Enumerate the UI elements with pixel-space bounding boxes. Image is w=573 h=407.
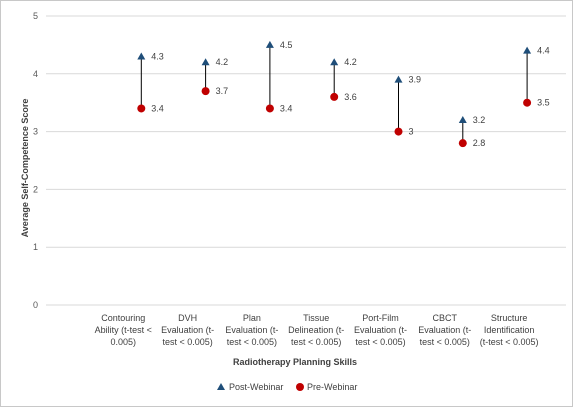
post-webinar-data-label: 4.5: [280, 40, 293, 50]
pre-webinar-point: [137, 104, 146, 113]
pre-webinar-data-label: 3.6: [344, 92, 357, 102]
post-webinar-point: [201, 58, 210, 66]
category-label: Port-Film Evaluation (t-test < 0.005): [354, 313, 407, 347]
pre-webinar-point: [330, 92, 339, 101]
pre-webinar-point: [523, 98, 532, 107]
y-axis-title: Average Self-Competence Score: [20, 99, 30, 238]
category-labels: Contouring Ability (t-test <0.005) DVH Eval…: [95, 313, 539, 347]
y-tick-label: 5: [33, 11, 38, 21]
pre-webinar-data-label: 3.4: [151, 103, 164, 113]
post-webinar-data-label: 4.4: [537, 46, 550, 56]
post-webinar-point: [458, 116, 467, 124]
pre-webinar-data-label: 3.7: [216, 86, 229, 96]
post-webinar-data-label: 4.2: [344, 57, 357, 67]
y-tick-label: 2: [33, 184, 38, 194]
pre-webinar-data-label: 3.5: [537, 98, 550, 108]
pre-webinar-point: [201, 87, 210, 96]
y-tick-labels: 0 1 2 3 4 5: [33, 11, 38, 310]
category-label: CBCT Evaluation (t-test < 0.005): [418, 313, 471, 347]
post-webinar-point: [137, 52, 146, 60]
pre-webinar-point: [265, 104, 274, 113]
category-label: DVH Evaluation (t-test < 0.005): [161, 313, 214, 347]
post-webinar-data-label: 3.9: [409, 75, 422, 85]
data-points: [137, 40, 532, 148]
pre-webinar-data-label: 3.4: [280, 103, 293, 113]
change-lines: [140, 44, 528, 144]
pre-webinar-data-label: 3: [409, 127, 414, 137]
y-tick-label: 1: [33, 242, 38, 252]
y-tick-label: 3: [33, 127, 38, 137]
y-tick-label: 0: [33, 300, 38, 310]
legend-pre-webinar-marker: [296, 383, 304, 391]
post-webinar-data-label: 4.3: [151, 51, 164, 61]
category-label: Contouring Ability (t-test <0.005): [95, 313, 152, 347]
post-webinar-point: [330, 58, 339, 66]
legend: Post-Webinar Pre-Webinar: [217, 382, 357, 392]
post-webinar-data-label: 4.2: [216, 57, 229, 67]
y-tick-label: 4: [33, 69, 38, 79]
data-labels: 4.3 3.4 4.2 3.7 4.5 3.4 4.2 3.6 3.9 3 3.2 2.8 4.4 3.5: [151, 40, 549, 148]
post-webinar-point: [265, 40, 274, 48]
x-axis-title: Radiotherapy Planning Skills: [233, 357, 357, 367]
pre-webinar-point: [458, 139, 467, 148]
post-webinar-point: [523, 46, 532, 54]
legend-pre-webinar-label: Pre-Webinar: [307, 382, 357, 392]
category-label: Tissue Delineation (t-test < 0.005): [288, 313, 344, 347]
gridlines: [46, 15, 566, 306]
pre-webinar-point: [394, 127, 403, 136]
pre-webinar-data-label: 2.8: [473, 138, 486, 148]
legend-post-webinar-marker: [217, 383, 225, 390]
category-label: Plan Evaluation (t-test < 0.005): [225, 313, 278, 347]
category-label: Structure Identification (t-test < 0.005): [480, 313, 539, 347]
post-webinar-data-label: 3.2: [473, 115, 486, 125]
legend-post-webinar-label: Post-Webinar: [229, 382, 283, 392]
post-webinar-point: [394, 75, 403, 83]
